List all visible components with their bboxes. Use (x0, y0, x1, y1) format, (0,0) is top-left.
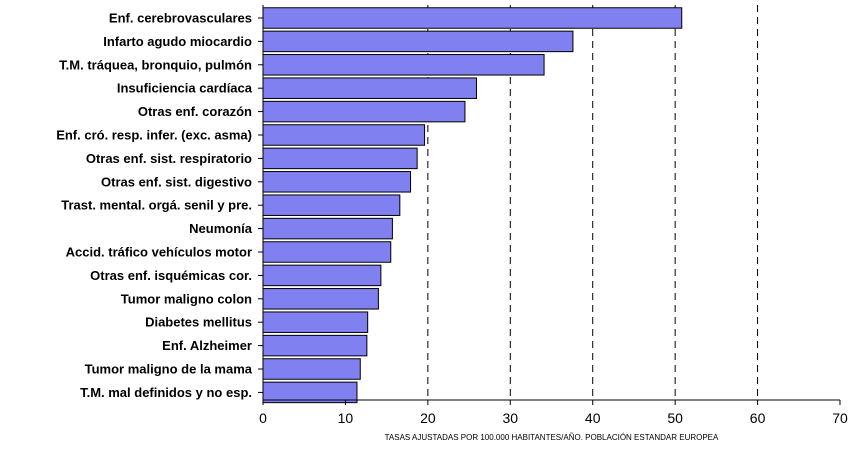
bar-8 (262, 194, 401, 216)
x-tick-label-50: 50 (667, 410, 683, 426)
category-label-6: Otras enf. sist. respiratorio (86, 151, 252, 166)
x-tick-label-10: 10 (338, 410, 354, 426)
x-tick-label-70: 70 (832, 410, 848, 426)
x-tick-label-40: 40 (585, 410, 601, 426)
bar-7 (262, 171, 412, 193)
category-label-14: Enf. Alzheimer (162, 338, 252, 353)
category-label-9: Neumonía (189, 221, 253, 236)
bars (262, 7, 683, 404)
category-label-4: Otras enf. corazón (138, 104, 252, 119)
category-label-10: Accid. tráfico vehículos motor (66, 245, 252, 260)
x-tick-labels: 0 10 20 30 40 50 60 70 (259, 410, 848, 426)
bar-4 (262, 100, 466, 123)
category-label-13: Diabetes mellitus (145, 315, 252, 330)
category-label-15: Tumor maligno de la mama (85, 362, 253, 377)
category-label-8: Trast. mental. orgá. senil y pre. (61, 198, 252, 213)
x-axis-label: TASAS AJUSTADAS POR 100.000 HABITANTES/A… (385, 433, 719, 442)
bar-6 (262, 147, 418, 170)
axes (258, 5, 841, 405)
category-labels: Enf. cerebrovasculares Infarto agudo mioc… (56, 11, 253, 400)
category-label-7: Otras enf. sist. digestivo (101, 174, 252, 189)
bar-3 (262, 77, 477, 99)
x-tick-label-60: 60 (750, 410, 766, 426)
bar-0 (262, 7, 683, 29)
bar-12 (262, 288, 379, 310)
x-tick-label-0: 0 (259, 410, 267, 426)
bar-11 (262, 264, 382, 287)
category-label-16: T.M. mal definidos y no esp. (80, 385, 252, 400)
bar-2 (262, 54, 545, 76)
bar-14 (262, 334, 368, 357)
category-label-0: Enf. cerebrovasculares (109, 11, 252, 26)
category-label-11: Otras enf. isquémicas cor. (90, 268, 252, 283)
category-label-12: Tumor maligno colon (121, 291, 252, 306)
x-tick-label-30: 30 (502, 410, 518, 426)
x-tick-label-20: 20 (420, 410, 436, 426)
bar-9 (262, 217, 393, 240)
category-label-2: T.M. tráquea, bronquio, pulmón (59, 57, 252, 72)
bar-5 (262, 124, 426, 146)
bar-13 (262, 311, 369, 333)
bar-1 (262, 30, 574, 53)
category-label-3: Insuficiencia cardíaca (117, 81, 253, 96)
bar-10 (262, 241, 392, 263)
category-label-1: Infarto agudo miocardio (103, 34, 252, 49)
category-label-5: Enf. cró. resp. infer. (exc. asma) (56, 128, 252, 143)
bar-15 (262, 358, 361, 380)
